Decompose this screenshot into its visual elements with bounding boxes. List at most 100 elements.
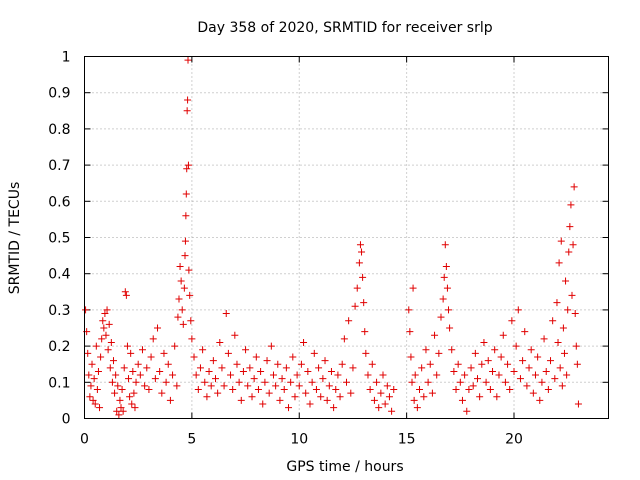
plus-marker: [158, 389, 166, 397]
data-point: [568, 291, 576, 299]
plus-marker: [138, 346, 146, 354]
data-point: [175, 295, 183, 303]
data-point: [452, 386, 460, 394]
data-point: [340, 335, 348, 343]
data-point: [300, 338, 308, 346]
plus-marker: [334, 371, 342, 379]
plus-marker: [353, 284, 361, 292]
plus-marker: [461, 371, 469, 379]
plus-marker: [97, 353, 105, 361]
plus-marker: [182, 212, 190, 220]
plus-marker: [379, 371, 387, 379]
plus-marker: [420, 393, 428, 401]
data-point: [506, 386, 514, 394]
plus-marker: [122, 291, 130, 299]
y-axis-label: SRMTID / TECUs: [7, 182, 23, 295]
data-point: [224, 349, 232, 357]
data-point: [297, 360, 305, 368]
data-point: [463, 407, 471, 415]
data-point: [364, 371, 372, 379]
y-tick-label: 0.6: [48, 194, 70, 210]
y-tick-label: 0.5: [48, 231, 70, 247]
plus-marker: [426, 360, 434, 368]
data-point: [237, 396, 245, 404]
data-point: [351, 302, 359, 310]
data-point: [205, 367, 213, 375]
data-point: [306, 400, 314, 408]
data-point: [557, 237, 565, 245]
plus-marker: [289, 353, 297, 361]
data-point: [246, 364, 254, 372]
plus-marker: [574, 400, 582, 408]
data-point: [501, 378, 509, 386]
plus-marker: [317, 393, 325, 401]
plus-marker: [176, 262, 184, 270]
data-point: [118, 386, 126, 394]
data-point: [136, 371, 144, 379]
plus-marker: [338, 360, 346, 368]
data-point: [308, 378, 316, 386]
plus-marker: [446, 324, 454, 332]
plus-marker: [390, 386, 398, 394]
x-tick-labels: 0 5 10 15 20: [80, 432, 523, 448]
data-point: [445, 306, 453, 314]
data-point: [531, 371, 539, 379]
data-point: [289, 353, 297, 361]
plus-marker: [96, 404, 104, 412]
data-point: [182, 212, 190, 220]
data-point: [377, 389, 385, 397]
plus-marker: [91, 400, 99, 408]
data-point: [355, 259, 363, 267]
data-point: [184, 56, 192, 64]
data-point: [486, 386, 494, 394]
data-point: [119, 407, 127, 415]
plus-marker: [572, 342, 580, 350]
data-point: [471, 349, 479, 357]
plus-marker: [201, 378, 209, 386]
data-point: [143, 364, 151, 372]
data-point: [570, 183, 578, 191]
plus-marker: [115, 411, 123, 419]
plus-marker: [558, 382, 566, 390]
x-tick-label: 10: [290, 432, 308, 448]
data-point: [166, 396, 174, 404]
plus-marker: [570, 183, 578, 191]
data-point: [108, 378, 116, 386]
data-point: [86, 393, 94, 401]
data-point: [385, 393, 393, 401]
plus-marker: [519, 357, 527, 365]
data-point: [338, 360, 346, 368]
data-point: [132, 378, 140, 386]
plus-marker: [293, 371, 301, 379]
data-point: [263, 357, 271, 365]
data-point: [304, 367, 312, 375]
data-point: [257, 367, 265, 375]
plus-marker: [187, 317, 195, 325]
data-point: [169, 371, 177, 379]
plus-marker: [312, 386, 320, 394]
plus-marker: [540, 335, 548, 343]
plus-marker: [497, 353, 505, 361]
data-point: [563, 371, 571, 379]
data-point: [180, 284, 188, 292]
y-tick-label: 1: [62, 50, 71, 66]
plus-marker: [99, 317, 107, 325]
data-point: [538, 378, 546, 386]
data-point: [562, 277, 570, 285]
plus-marker: [147, 353, 155, 361]
plus-marker: [216, 338, 224, 346]
plus-marker: [355, 259, 363, 267]
data-point: [88, 360, 96, 368]
data-point: [90, 375, 98, 383]
data-point: [293, 371, 301, 379]
plus-marker: [259, 400, 267, 408]
data-point: [560, 349, 568, 357]
plus-marker: [235, 378, 243, 386]
axis-ticks: [84, 56, 609, 419]
plus-marker: [190, 353, 198, 361]
plus-marker: [435, 349, 443, 357]
plus-marker: [185, 266, 193, 274]
plus-marker: [106, 364, 114, 372]
plus-marker: [175, 295, 183, 303]
data-point: [469, 382, 477, 390]
